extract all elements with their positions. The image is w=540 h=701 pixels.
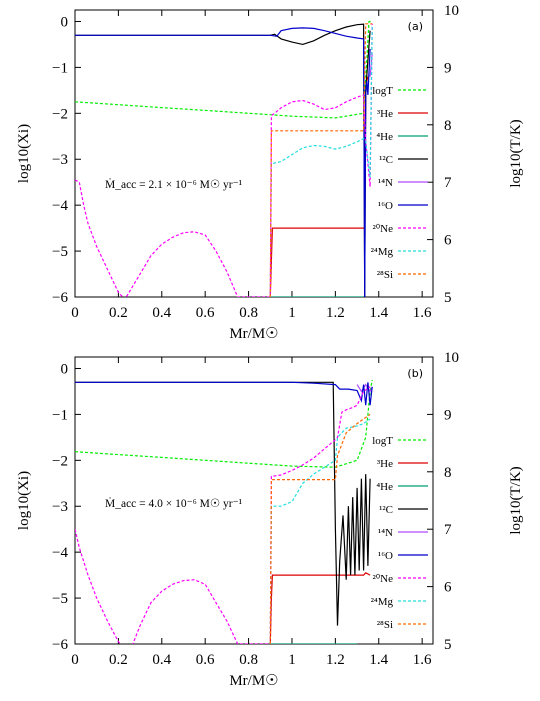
series-line-O16 [75, 27, 371, 297]
panel-a: 0 0.2 0.4 0.6 0.8 1 1.2 1.4 1.6 0 −1 −2 −3 −4 −5 −6 10 9 8… [16, 3, 524, 342]
y2-tick-label: 5 [444, 290, 452, 306]
plot-frame [74, 356, 434, 645]
panel-b: 0 0.2 0.4 0.6 0.8 1 1.2 1.4 1.6 0 −1 −2 −3 −4 −5 −6 10 9 8… [16, 350, 524, 689]
series-line-logT [75, 20, 373, 119]
series-line-Ne20 [75, 23, 373, 297]
legend-label-logT: logT [372, 85, 393, 97]
x-tick-label: 1.6 [413, 305, 432, 321]
y-tick-label: −5 [52, 591, 68, 607]
panel-tag: (b) [407, 367, 423, 380]
y-tick-label: 0 [61, 14, 69, 30]
y2-tick-label: 6 [444, 233, 452, 249]
series-line-Si28 [269, 23, 373, 297]
legend-label-Mg24: ²⁴Mg [371, 596, 394, 608]
series-line-Mg24 [269, 26, 373, 297]
y2-tick-label: 10 [444, 3, 459, 19]
legend-label-O16: ¹⁶O [378, 550, 393, 562]
y-tick-label: −6 [52, 290, 68, 306]
x-axis-label: Mr/M☉ [229, 326, 278, 342]
series-line-N14 [356, 383, 373, 393]
legend-label-He4: ⁴He [376, 481, 393, 493]
y2-axis-label: log10(T/K) [508, 119, 524, 187]
x-tick-label: 1.4 [369, 305, 388, 321]
accretion-rate-annotation: Ṁ_acc = 4.0 × 10⁻⁶ M☉ yr⁻¹ [105, 496, 243, 510]
legend-label-Ne20: ²⁰Ne [372, 573, 393, 585]
y2-tick-label: 8 [444, 118, 452, 134]
y2-tick-label: 7 [444, 175, 452, 191]
y2-tick-label: 9 [444, 60, 452, 76]
legend-label-He3: ³He [377, 108, 393, 120]
y2-tick-label: 10 [444, 350, 459, 366]
y2-tick-label: 7 [444, 522, 452, 538]
series-line-He3 [269, 76, 369, 297]
y-tick-label: −4 [52, 545, 68, 561]
legend-label-N14: ¹⁴N [378, 527, 393, 539]
y-tick-label: −1 [52, 60, 68, 76]
y-axis-label: log10(Xi) [16, 124, 32, 183]
y2-axis-label: log10(T/K) [508, 466, 524, 534]
y-tick-label: −1 [52, 407, 68, 423]
y-axis-label: log10(Xi) [16, 471, 32, 530]
series-line-Mg24 [269, 418, 371, 644]
x-tick-label: 0.2 [109, 652, 128, 668]
series-line-Ne20 [75, 386, 371, 644]
series-line-O16 [75, 381, 373, 406]
y2-tick-label: 8 [444, 465, 452, 481]
series-line-C12 [75, 23, 371, 297]
legend-label-O16: ¹⁶O [378, 200, 393, 212]
y2-tick-label: 6 [444, 580, 452, 596]
y-tick-label: −2 [52, 453, 68, 469]
legend-label-C12: ¹²C [379, 504, 393, 516]
x-tick-label: 0.2 [109, 305, 128, 321]
x-tick-label: 0.8 [239, 652, 258, 668]
series-line-logT [75, 379, 373, 468]
series-line-Si28 [269, 413, 371, 644]
x-tick-label: 1 [288, 652, 296, 668]
legend-label-N14: ¹⁴N [378, 177, 393, 189]
y-tick-label: 0 [61, 361, 69, 377]
legend-label-Ne20: ²⁰Ne [372, 223, 393, 235]
legend-label-Mg24: ²⁴Mg [371, 246, 394, 258]
x-tick-label: 0 [71, 652, 79, 668]
y-tick-label: −5 [52, 244, 68, 260]
x-tick-label: 0.6 [196, 652, 215, 668]
x-tick-label: 1.2 [326, 305, 345, 321]
x-axis-label: Mr/M☉ [229, 673, 278, 689]
y-tick-label: −3 [52, 499, 68, 515]
x-tick-label: 1.2 [326, 652, 345, 668]
y2-tick-label: 9 [444, 407, 452, 423]
series-line-He3 [269, 572, 371, 644]
x-tick-label: 0.6 [196, 305, 215, 321]
x-tick-label: 0.8 [239, 305, 258, 321]
legend-label-He3: ³He [377, 458, 393, 470]
x-tick-label: 0 [71, 305, 79, 321]
y-tick-label: −4 [52, 198, 68, 214]
y-tick-label: −6 [52, 637, 68, 653]
y2-tick-label: 5 [444, 637, 452, 653]
x-tick-label: 0.4 [152, 305, 171, 321]
legend-label-Si28: ²⁸Si [377, 269, 393, 281]
legend-label-Si28: ²⁸Si [377, 619, 393, 631]
x-tick-label: 1.4 [369, 652, 388, 668]
x-tick-label: 1 [288, 305, 296, 321]
legend-label-C12: ¹²C [379, 154, 393, 166]
legend-label-He4: ⁴He [376, 131, 393, 143]
x-tick-label: 1.6 [413, 652, 432, 668]
panel-tag: (a) [408, 20, 423, 33]
legend-label-logT: logT [372, 435, 393, 447]
accretion-rate-annotation: Ṁ_acc = 2.1 × 10⁻⁶ M☉ yr⁻¹ [105, 177, 243, 191]
series-line-C12 [75, 381, 371, 626]
y-tick-label: −3 [52, 152, 68, 168]
y-tick-label: −2 [52, 106, 68, 122]
x-tick-label: 0.4 [152, 652, 171, 668]
